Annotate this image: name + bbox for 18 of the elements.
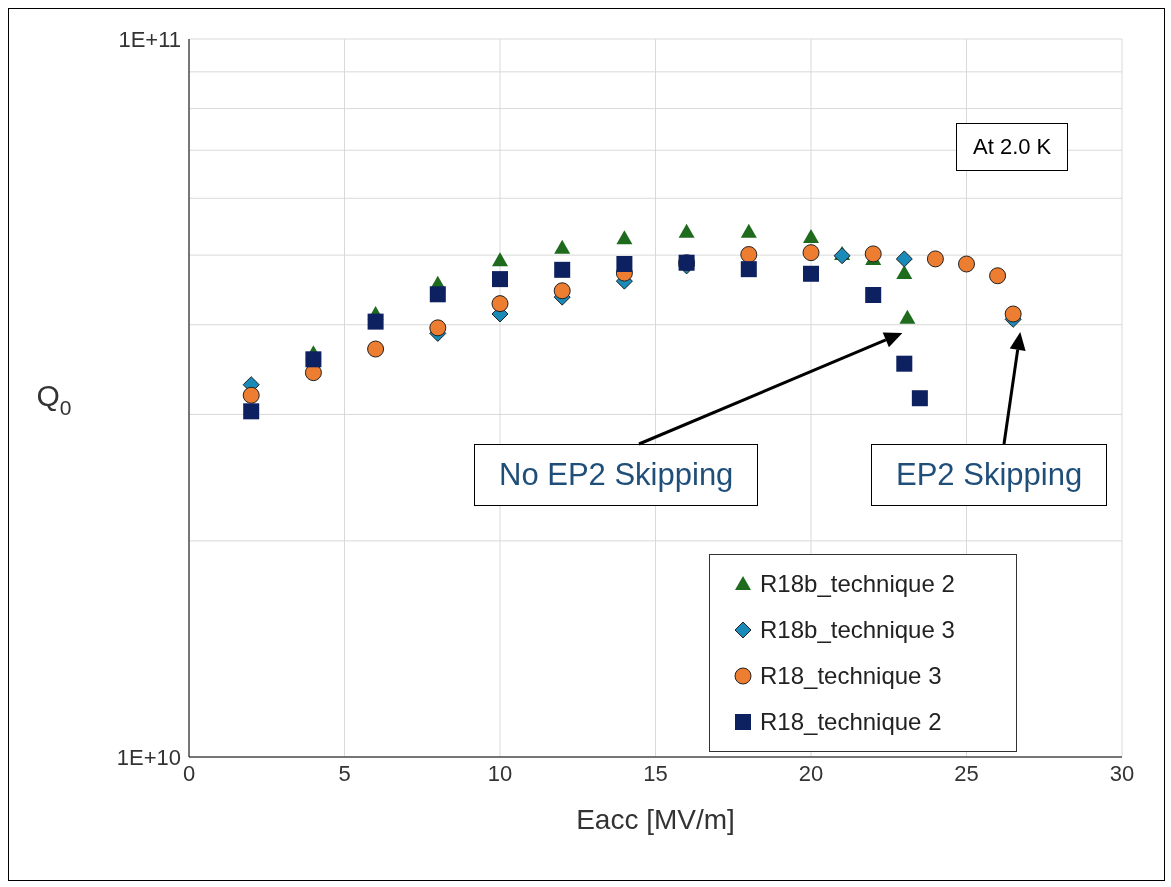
x-tick-label: 20 — [798, 760, 824, 786]
x-tick-label: 30 — [1109, 760, 1135, 786]
y-tick-label: 1E+11 — [118, 26, 181, 52]
x-tick-label: 15 — [643, 760, 668, 786]
legend-label: R18_technique 3 — [760, 662, 942, 690]
x-axis-title: Eacc [MV/m] — [576, 804, 735, 835]
legend-label: R18b_technique 2 — [760, 570, 955, 598]
y-tick-label: 1E+10 — [116, 744, 181, 770]
y-axis-title: Q$_{0}$ — [36, 378, 72, 420]
annotation: No EP2 Skipping — [474, 444, 759, 506]
x-tick-label: 25 — [954, 760, 979, 786]
legend-label: R18_technique 2 — [760, 708, 942, 736]
x-tick-label: 10 — [487, 760, 513, 786]
annotation: At 2.0 K — [956, 123, 1069, 171]
legend-label: R18b_technique 3 — [760, 616, 955, 644]
x-tick-label: 0 — [182, 760, 196, 786]
x-tick-label: 5 — [338, 760, 351, 786]
annotation: EP2 Skipping — [871, 444, 1108, 506]
